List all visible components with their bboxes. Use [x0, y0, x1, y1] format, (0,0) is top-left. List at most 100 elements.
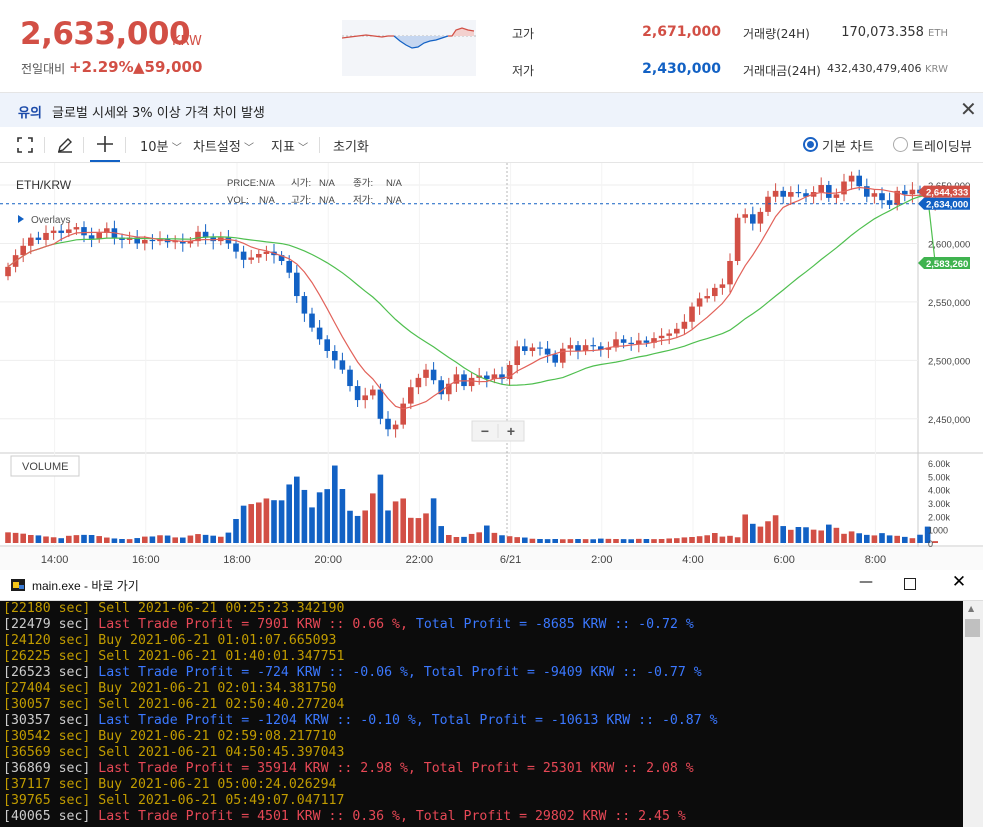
volume-pane-label: VOLUME [10, 455, 80, 477]
volume-bar [712, 533, 718, 543]
candle-body [415, 377, 422, 388]
candle-body [674, 328, 680, 334]
console-message: Buy 2021-06-21 01:01:07.665093 [90, 633, 337, 648]
tradingview-radio[interactable] [893, 137, 908, 152]
candle-body [392, 424, 399, 430]
scroll-up-icon[interactable]: ▲ [968, 604, 975, 613]
fullscreen-icon[interactable] [16, 136, 34, 154]
time-tick-label: 18:00 [223, 554, 251, 566]
volume-bar [446, 535, 452, 543]
basic-chart-label[interactable]: 기본 차트 [822, 140, 874, 155]
console-line: [36569 sec] Sell 2021-06-21 04:50:45.397… [3, 745, 963, 761]
console-timestamp: [30542 sec] [3, 729, 91, 744]
console-timestamp: [30357 sec] [3, 713, 91, 728]
open-info-label: 시가: [291, 178, 311, 189]
candle-body [453, 374, 460, 384]
scroll-thumb[interactable] [965, 619, 980, 637]
console-line: [26523 sec] Last Trade Profit = -724 KRW… [3, 665, 963, 681]
time-tick-label: 6:00 [773, 554, 794, 566]
volume-bar [704, 535, 710, 543]
chevron-down-icon: ﹀ [168, 143, 182, 154]
volume-bar [810, 529, 817, 543]
volume-bar [339, 489, 346, 543]
amount-label: 거래대금(24H) [743, 64, 821, 78]
chart-settings-menu[interactable]: 차트설정 ﹀ [193, 140, 255, 155]
close-info-value: N/A [386, 178, 403, 189]
volume-bar [210, 535, 216, 543]
indicators-menu[interactable]: 지표 ﹀ [271, 140, 309, 155]
volume-bar [370, 493, 376, 543]
candle-body [362, 395, 368, 401]
volume-bar [818, 530, 824, 543]
candle-body [636, 340, 642, 344]
interval-select[interactable]: 10분 ﹀ [140, 140, 182, 155]
volume-label: 거래량(24H) [743, 27, 810, 41]
console-message: Last Trade Profit = -724 KRW :: -0.06 %,… [90, 665, 702, 680]
console-message: Buy 2021-06-21 05:00:24.026294 [90, 777, 337, 792]
volume-bar [164, 535, 171, 543]
candle-body [643, 340, 650, 343]
candle-body [438, 380, 444, 395]
chevron-down-icon: ﹀ [240, 143, 255, 154]
price-info-label: PRICE: [227, 178, 259, 189]
volume-bar [12, 532, 19, 543]
minimize-icon[interactable]: — [859, 574, 873, 590]
volume-bar [795, 527, 802, 543]
volume-bar [377, 474, 384, 543]
volume-bar [848, 531, 855, 543]
volume-bar [225, 532, 232, 543]
zoom-in-button[interactable]: + [507, 423, 515, 439]
low-info-label: 저가: [353, 195, 373, 206]
low-value: 2,430,000 [642, 61, 721, 77]
close-info-label: 종가: [353, 178, 373, 189]
volume-bar [590, 539, 596, 543]
volume-bar [856, 533, 862, 543]
console-output: [22180 sec] Sell 2021-06-21 00:25:23.342… [3, 601, 963, 827]
candle-body [499, 374, 505, 380]
candle-body [5, 266, 11, 277]
candle-body [848, 175, 855, 182]
console-timestamp: [37117 sec] [3, 777, 91, 792]
volume-bar [681, 537, 688, 543]
candle-body [620, 339, 627, 343]
candle-body [347, 369, 353, 387]
candle-body [202, 231, 209, 238]
current-price: 2,633,000 [20, 16, 191, 52]
pencil-icon[interactable] [56, 136, 74, 154]
tradingview-label[interactable]: 트레이딩뷰 [912, 140, 972, 155]
ma-long-price-tag: 2,583,260 [926, 259, 968, 270]
console-message: Buy 2021-06-21 02:59:08.217710 [90, 729, 337, 744]
candle-body [400, 403, 406, 425]
console-message: Buy 2021-06-21 02:01:34.381750 [90, 681, 337, 696]
candle-body [225, 237, 232, 244]
console-timestamp: [26523 sec] [3, 665, 91, 680]
zoom-out-button[interactable]: − [481, 423, 489, 439]
close-icon[interactable]: ✕ [951, 572, 967, 592]
time-axis-bg [0, 547, 983, 570]
volume-bar [423, 513, 429, 543]
overlays-toggle[interactable]: Overlays [18, 215, 70, 226]
candle-body [757, 211, 764, 224]
console-scrollbar[interactable]: ▲ [963, 601, 983, 827]
close-icon[interactable]: ✕ [960, 97, 977, 121]
time-tick-label: 6/21 [500, 554, 521, 566]
price-unit: KRW [172, 34, 202, 49]
console-line: [37117 sec] Buy 2021-06-21 05:00:24.0262… [3, 777, 963, 793]
console-timestamp: [27404 sec] [3, 681, 91, 696]
console-line: [22180 sec] Sell 2021-06-21 00:25:23.342… [3, 601, 963, 617]
candle-body [43, 232, 49, 240]
price-chart[interactable]: 2,650,0002,600,0002,550,0002,500,0002,45… [0, 163, 983, 570]
candle-body [560, 348, 566, 363]
console-line: [40065 sec] Last Trade Profit = 4501 KRW… [3, 809, 963, 825]
reset-button[interactable]: 초기화 [333, 140, 369, 155]
zoom-controls[interactable]: − + [471, 420, 525, 442]
crosshair-icon[interactable] [96, 135, 114, 153]
volume-bar [20, 533, 26, 543]
ma-short-price-tag: 2,644,333 [926, 188, 968, 199]
candle-body [149, 239, 156, 242]
volume-tick-label: 2.00k [928, 512, 951, 522]
candle-body [772, 190, 779, 197]
basic-chart-radio[interactable] [803, 137, 818, 152]
maximize-icon[interactable] [904, 578, 916, 590]
candle-body [681, 321, 688, 329]
